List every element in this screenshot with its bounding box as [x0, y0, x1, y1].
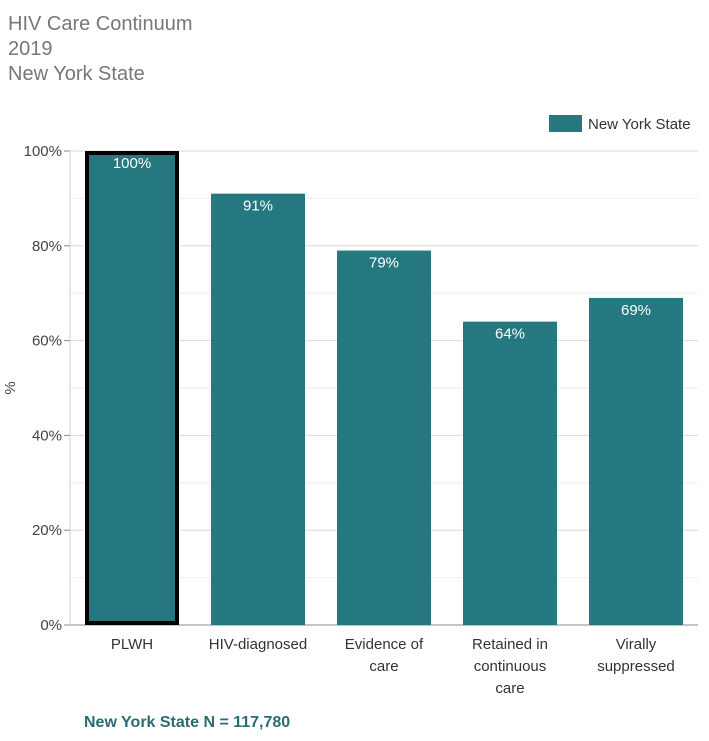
x-tick-label: PLWH [111, 636, 153, 653]
y-tick-label: 20% [32, 522, 62, 539]
bar-retained-in-continuous-care [463, 321, 557, 625]
bar-evidence-of-care [337, 250, 431, 626]
x-tick-label-line: PLWH [111, 636, 153, 653]
legend-swatch [549, 115, 582, 132]
bar-data-label: 69% [621, 302, 651, 319]
bar-data-label: 64% [495, 326, 525, 343]
x-tick-label: Evidence of care [345, 636, 424, 675]
x-tick-label-line: suppressed [597, 658, 675, 675]
y-tick-label: 80% [32, 238, 62, 255]
bar-data-label: 91% [243, 198, 273, 215]
x-tick-label-line: care [369, 658, 398, 675]
x-tick-label-line: HIV-diagnosed [209, 636, 307, 653]
chart-year: 2019 [8, 38, 53, 60]
chart-region: New York State [8, 63, 145, 85]
chart-title: HIV Care Continuum [8, 13, 193, 35]
x-tick-label-line: care [495, 680, 524, 697]
bar-data-label: 79% [369, 255, 399, 272]
y-tick-label: 60% [32, 333, 62, 350]
x-tick-label: HIV-diagnosed [209, 636, 307, 653]
chart-title-block: HIV Care Continuum 2019 New York State [8, 12, 193, 87]
x-tick-label-line: continuous [474, 658, 547, 675]
x-tick-label-line: Retained in [472, 636, 548, 653]
population-footnote: New York State N = 117,780 [84, 714, 291, 731]
y-axis-title: % [2, 381, 19, 394]
x-tick-label: Virally suppressed [597, 636, 675, 675]
y-tick-label: 100% [24, 143, 62, 160]
x-tick-label-line: Evidence of [345, 636, 424, 653]
y-tick-label: 0% [40, 617, 62, 634]
legend-label: New York State [588, 116, 691, 133]
y-tick-label: 40% [32, 427, 62, 444]
bar-data-label: 100% [113, 155, 151, 172]
bar-hiv-diagnosed [211, 193, 305, 625]
bar-plwh [85, 151, 179, 625]
x-tick-label: Retained in continuous care [472, 636, 548, 697]
x-tick-label-line: Virally [616, 636, 657, 653]
bar-virally-suppressed [589, 297, 683, 625]
